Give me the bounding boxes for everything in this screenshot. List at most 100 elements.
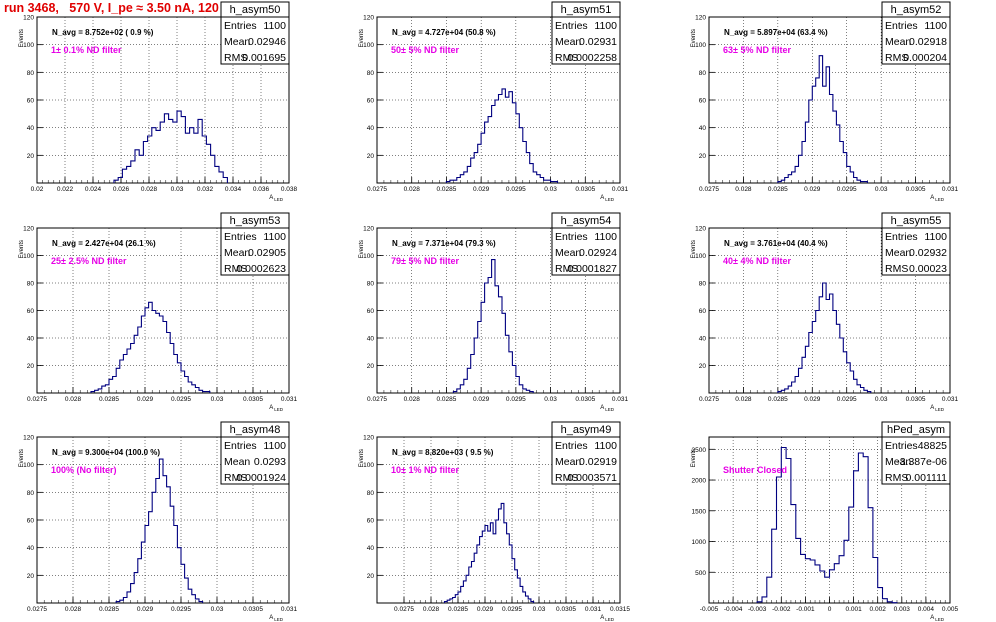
stat-label-rms: RMS: [555, 263, 578, 275]
stat-value-entries: 1100: [924, 231, 947, 243]
x-tick-label: 0.032: [197, 186, 214, 193]
stat-value-entries: 1100: [263, 440, 286, 452]
stat-label-mean: Mean: [224, 456, 250, 468]
filter-label: 10± 1% ND filter: [391, 465, 459, 475]
stat-label-rms: RMS: [555, 52, 578, 64]
x-tick-label: 0.029: [804, 186, 821, 193]
stat-value-mean: 0.02932: [909, 247, 947, 259]
y-tick-label: 80: [27, 281, 35, 288]
y-tick-label: 40: [367, 125, 375, 132]
stat-label-mean: Mean: [224, 247, 250, 259]
x-tick-label: 0: [828, 606, 832, 613]
x-axis-title: ALED: [269, 195, 284, 202]
y-tick-label: 20: [699, 153, 707, 160]
stat-label-mean: Mean: [224, 36, 250, 48]
y-tick-label: 120: [23, 226, 34, 233]
x-tick-label: 0.028: [65, 396, 82, 403]
y-tick-label: 20: [367, 363, 375, 370]
x-tick-label: 0.0305: [575, 396, 595, 403]
y-tick-label: 80: [367, 70, 375, 77]
y-tick-label: 40: [699, 125, 707, 132]
y-tick-label: 40: [27, 125, 35, 132]
stats-box-frame: [220, 421, 290, 485]
stats-box-frame: [881, 1, 951, 65]
stat-value-rms: 0.0003571: [567, 472, 617, 484]
stat-value-mean: 0.02946: [248, 36, 286, 48]
filter-label: 1± 0.1% ND filter: [51, 45, 122, 55]
x-tick-label: 0.026: [113, 186, 130, 193]
x-tick-label: 0.028: [404, 396, 421, 403]
stat-value-entries: 1100: [263, 231, 286, 243]
stat-value-mean: 0.02924: [579, 247, 617, 259]
y-tick-label: 120: [23, 15, 34, 22]
x-tick-label: 0.028: [735, 396, 752, 403]
stat-label-entries: Entries: [555, 440, 588, 452]
y-tick-label: 60: [27, 98, 35, 105]
stat-value-rms: 0.0001924: [236, 472, 286, 484]
x-tick-label: 0.0315: [610, 606, 630, 613]
stat-label-rms: RMS: [885, 263, 908, 275]
x-tick-label: 0.024: [85, 186, 102, 193]
navg-label: N_avg = 9.300e+04 (100.0 %): [52, 448, 160, 457]
histogram-panel: 0.0275 0.028 0.0285 0.029 0.0295 0.03 0.0305 0.…: [19, 212, 298, 412]
y-tick-label: 60: [699, 308, 707, 315]
y-tick-label: 120: [363, 15, 374, 22]
x-tick-label: 0.0285: [99, 396, 119, 403]
stat-label-mean: Mean: [555, 36, 581, 48]
stat-label-rms: RMS: [224, 472, 247, 484]
y-tick-label: 100: [23, 42, 34, 49]
filter-label: 40± 4% ND filter: [723, 256, 791, 266]
y-tick-label: 80: [27, 70, 35, 77]
x-tick-label: 0.0285: [436, 396, 456, 403]
y-tick-label: 100: [23, 253, 34, 260]
y-tick-label: 120: [695, 226, 706, 233]
x-tick-label: 0.003: [894, 606, 911, 613]
navg-label: N_avg = 2.427e+04 (26.1 %): [52, 239, 156, 248]
x-tick-label: 0.0305: [243, 396, 263, 403]
y-axis-title: Events: [359, 29, 365, 47]
stat-label-entries: Entries: [555, 231, 588, 243]
stats-box: h_asym50 Entries 1100 Mean0.02946RMS0.00169…: [220, 1, 290, 65]
y-tick-label: 40: [699, 336, 707, 343]
y-tick-label: 60: [367, 308, 375, 315]
histogram-name: h_asym51: [561, 4, 612, 16]
stats-box: h_asym49 Entries 1100 Mean0.02919RMS0.00035…: [551, 421, 621, 485]
x-tick-label: 0.031: [942, 186, 959, 193]
x-tick-label: 0.0285: [768, 186, 788, 193]
y-tick-label: 80: [367, 490, 375, 497]
y-tick-label: 20: [27, 363, 35, 370]
navg-label: N_avg = 8.752e+02 ( 0.9 %): [52, 28, 154, 37]
y-tick-label: 80: [367, 281, 375, 288]
navg-label: N_avg = 8.820e+03 ( 9.5 %): [392, 448, 494, 457]
x-tick-label: 0.03: [211, 396, 224, 403]
stat-label-mean: Mean: [885, 247, 911, 259]
x-tick-label: 0.0275: [699, 396, 719, 403]
stats-box: h_asym48 Entries 1100 Mean 0.0293 RMS0.000192…: [220, 421, 290, 485]
x-tick-label: 0.0295: [837, 396, 857, 403]
x-tick-label: 0.031: [612, 396, 629, 403]
stat-label-mean: Mean: [885, 36, 911, 48]
x-tick-label: 0.0305: [243, 606, 263, 613]
x-axis-title: ALED: [930, 405, 945, 412]
y-tick-label: 1000: [692, 539, 707, 546]
stat-value-entries: 48825: [918, 440, 947, 452]
stat-label-entries: Entries: [885, 440, 918, 452]
stat-label-entries: Entries: [885, 20, 918, 32]
stat-value-entries: 1100: [594, 20, 617, 32]
histogram-series: [115, 458, 204, 603]
y-tick-label: 100: [363, 253, 374, 260]
x-tick-label: 0.03: [171, 186, 184, 193]
x-tick-label: 0.031: [281, 396, 298, 403]
y-tick-label: 20: [27, 153, 35, 160]
stats-box-frame: [220, 1, 290, 65]
y-tick-label: 100: [695, 42, 706, 49]
x-axis-title: ALED: [269, 615, 284, 622]
x-tick-label: 0.031: [612, 186, 629, 193]
x-tick-label: 0.0285: [436, 186, 456, 193]
x-tick-label: 0.0285: [768, 396, 788, 403]
x-tick-label: 0.03: [533, 606, 546, 613]
stats-box-frame: [551, 421, 621, 485]
filter-label: 25± 2.5% ND filter: [51, 256, 127, 266]
x-tick-label: 0.031: [585, 606, 602, 613]
stats-box: hPed_asym Entries 48825 Mean-3.387e-06 RMS0.…: [881, 421, 951, 485]
